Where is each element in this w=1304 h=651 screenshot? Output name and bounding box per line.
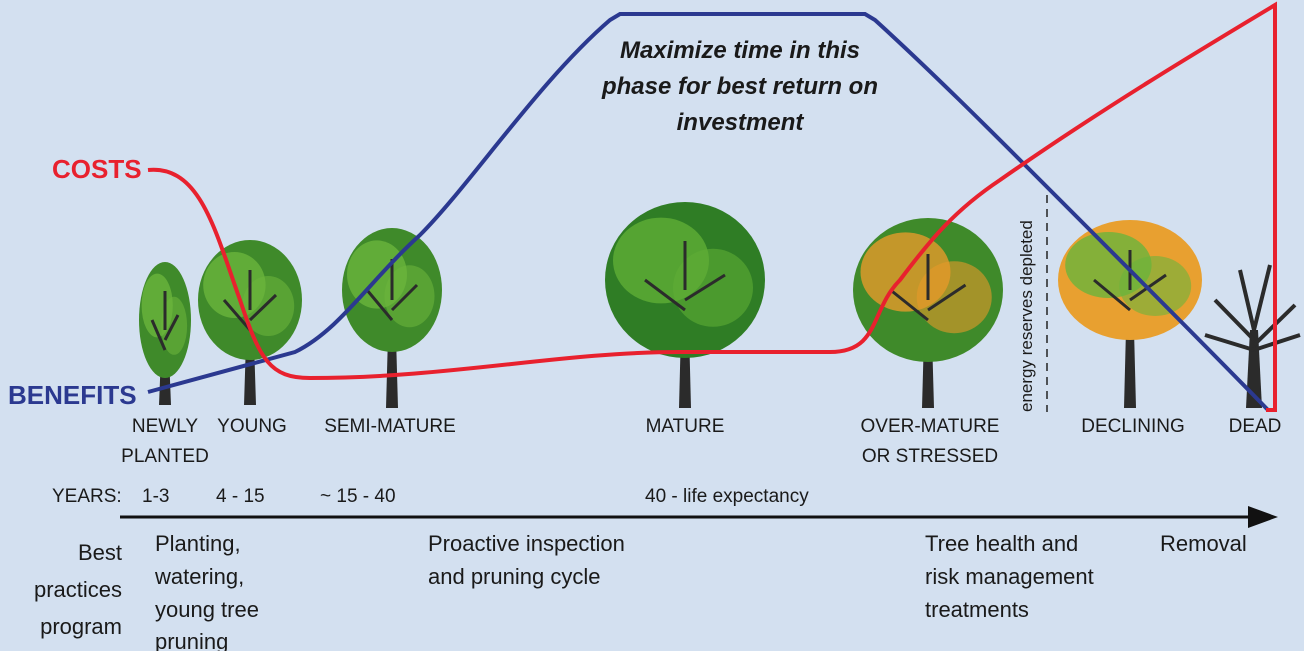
- year-range: 1-3: [142, 486, 169, 507]
- stage-label: OVER-MATURE: [861, 416, 1000, 437]
- energy-note: energy reserves depleted: [1017, 220, 1036, 412]
- tree: [1058, 220, 1202, 408]
- program-item: Planting,: [155, 531, 241, 556]
- program-item: pruning: [155, 629, 228, 651]
- stage-label: OR STRESSED: [862, 446, 998, 467]
- trees: [139, 202, 1301, 408]
- stage-label: DEAD: [1229, 416, 1282, 437]
- stage-label: PLANTED: [121, 446, 209, 467]
- years-label: YEARS:: [52, 486, 122, 507]
- year-range: ~ 15 - 40: [320, 486, 396, 507]
- year-range: 40 - life expectancy: [645, 486, 809, 507]
- tree-branches: [222, 270, 278, 331]
- program-item: young tree: [155, 597, 259, 622]
- program-item: treatments: [925, 597, 1029, 622]
- tree-crown: [916, 261, 992, 334]
- program-item: risk management: [925, 564, 1094, 589]
- arrow-head: [1248, 506, 1278, 528]
- tree-crown: [673, 248, 753, 327]
- stage-label: YOUNG: [217, 416, 287, 437]
- tree: [342, 228, 442, 408]
- costs-curve: [147, 1, 1277, 412]
- annotation-line: phase for best return on: [601, 73, 878, 100]
- benefits-label: BENEFITS: [8, 380, 137, 410]
- stage-label: DECLINING: [1081, 416, 1184, 437]
- program-label: program: [40, 614, 122, 639]
- program-item: Removal: [1160, 531, 1247, 556]
- stage-label: NEWLY: [132, 416, 198, 437]
- stage-label: MATURE: [646, 416, 725, 437]
- tree-crown: [384, 265, 435, 328]
- tree-crown: [161, 296, 188, 355]
- tree-branches: [889, 254, 967, 322]
- stage-label: SEMI-MATURE: [324, 416, 456, 437]
- costs-label: COSTS: [52, 154, 142, 184]
- program-item: watering,: [154, 564, 244, 589]
- program-label: Best: [78, 540, 122, 565]
- annotation-line: Maximize time in this: [620, 37, 860, 64]
- benefits-curve: [147, 12, 1270, 412]
- program-item: and pruning cycle: [428, 564, 600, 589]
- program-item: Proactive inspection: [428, 531, 625, 556]
- tree-crown: [1119, 256, 1192, 316]
- program-label: practices: [34, 577, 122, 602]
- program-item: Tree health and: [925, 531, 1078, 556]
- annotation-line: investment: [677, 109, 805, 136]
- tree: [605, 202, 765, 408]
- tree-branches: [644, 241, 726, 312]
- tree-branches: [150, 291, 180, 351]
- tree-crown: [242, 276, 295, 336]
- tree-branches: [365, 259, 419, 321]
- year-range: 4 - 15: [216, 486, 265, 507]
